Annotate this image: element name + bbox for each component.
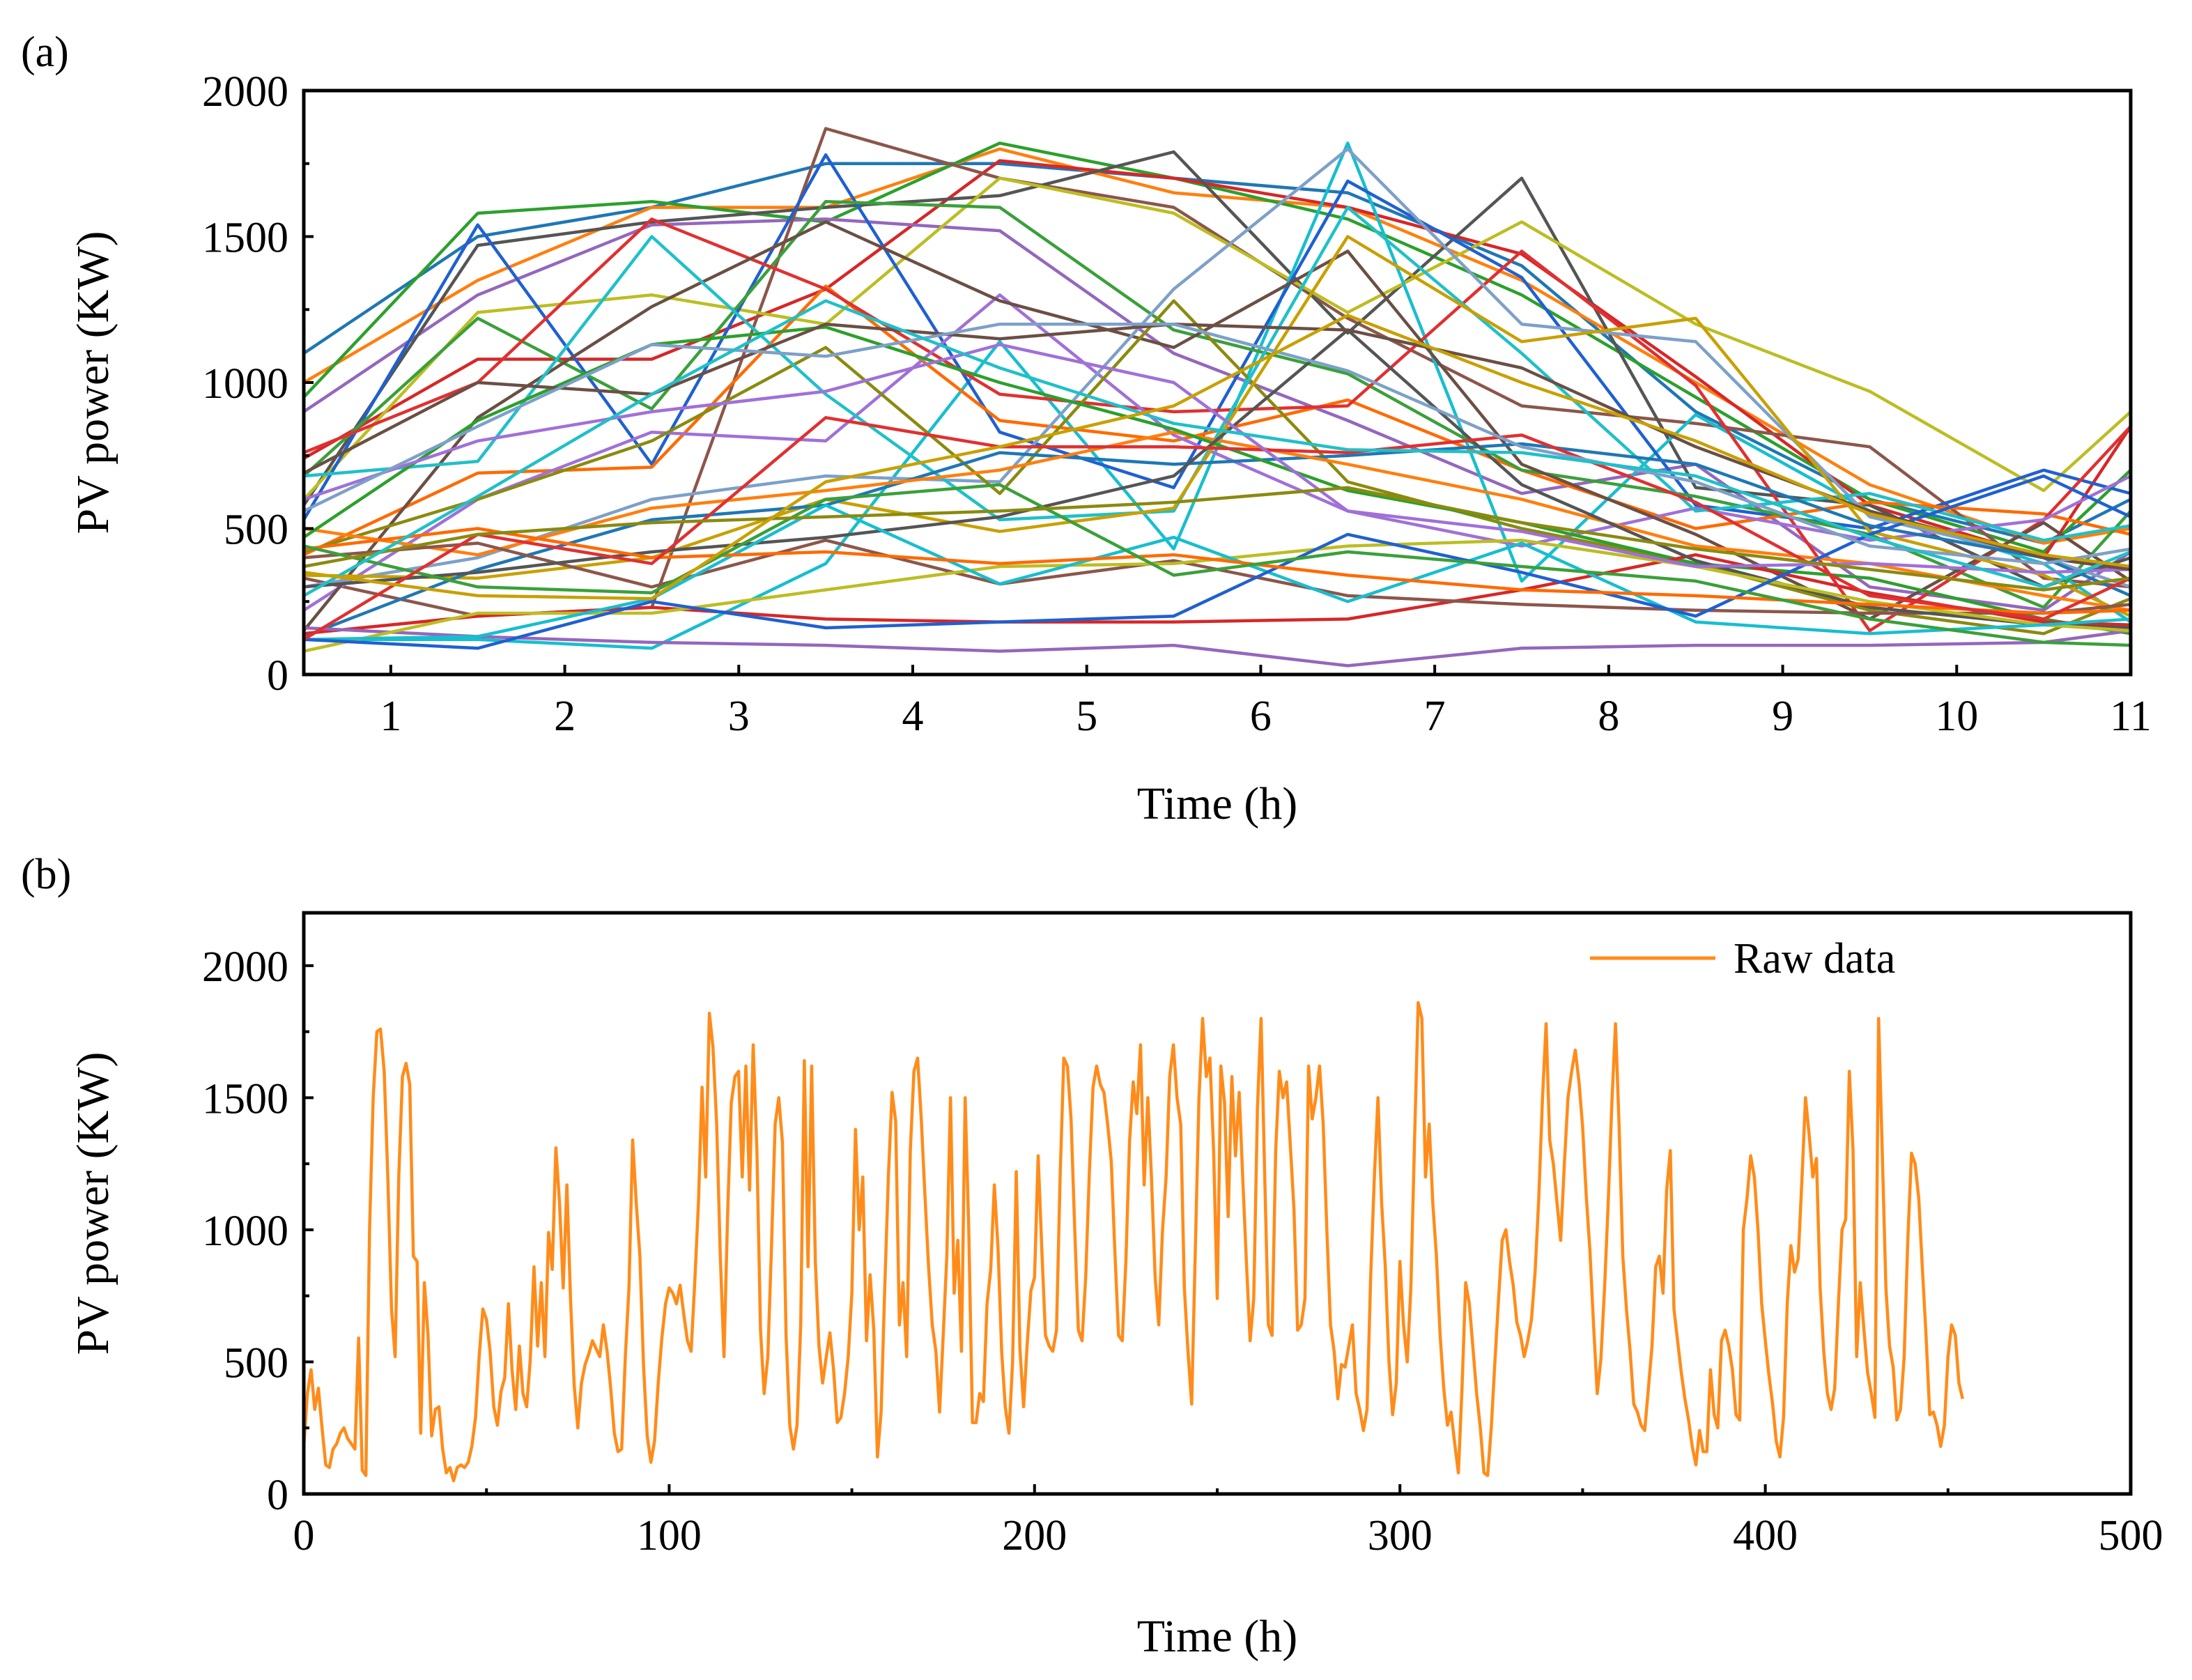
panel-a-ticks: 1 2 3 4 5 6 7 8 9 10 11 0 500 1000 1500 2000 bbox=[202, 68, 2152, 740]
series-line-day24 bbox=[303, 626, 2131, 668]
panel-a-label: (a) bbox=[21, 29, 69, 76]
panel-b-legend: Raw data bbox=[1590, 935, 1895, 982]
series-line-day25 bbox=[303, 539, 2131, 615]
series-line-day19 bbox=[303, 235, 2131, 618]
x-tick-label: 10 bbox=[1935, 693, 1978, 740]
series-line-day38 bbox=[303, 314, 2131, 601]
series-line-day33 bbox=[303, 343, 2131, 574]
series-line-day6 bbox=[303, 127, 2131, 618]
series-line-day35 bbox=[303, 322, 2131, 566]
y-tick-label: 1500 bbox=[202, 1075, 288, 1123]
x-tick-label: 100 bbox=[637, 1512, 702, 1559]
x-tick-label: 200 bbox=[1002, 1512, 1067, 1559]
x-tick-label: 7 bbox=[1424, 693, 1446, 740]
x-tick-label: 5 bbox=[1076, 693, 1097, 740]
panel-a-y-axis-label: PV power (KW) bbox=[68, 231, 118, 534]
x-tick-label: 300 bbox=[1368, 1512, 1433, 1559]
series-line-day28 bbox=[303, 503, 2131, 641]
series-line-day17 bbox=[303, 299, 2131, 635]
series-line-day36 bbox=[303, 486, 2131, 592]
series-line-day29 bbox=[303, 474, 2131, 650]
panel-a: (a) 1 2 3 4 5 6 7 8 9 10 11 0 500 1000 1500 2000 Time (… bbox=[21, 29, 2152, 829]
y-tick-label: 1000 bbox=[202, 1208, 288, 1255]
series-line-raw-data bbox=[302, 1001, 1964, 1483]
series-line-day15 bbox=[302, 220, 2132, 632]
panel-b: (b) 0 100 200 300 400 500 0 500 1000 1500 2000 Raw… bbox=[21, 851, 2163, 1662]
series-line-day11 bbox=[303, 284, 2131, 557]
series-line-day26 bbox=[303, 328, 2131, 630]
panel-b-ticks: 0 100 200 300 400 500 0 500 1000 1500 2000 bbox=[202, 943, 2163, 1559]
panel-a-x-axis-label: Time (h) bbox=[1137, 778, 1297, 829]
series-line-day3 bbox=[302, 141, 2132, 554]
y-tick-label: 0 bbox=[267, 652, 288, 700]
x-tick-label: 8 bbox=[1598, 693, 1619, 740]
series-line-day8 bbox=[302, 176, 2132, 501]
series-line-day31 bbox=[303, 483, 2131, 647]
panel-a-frame bbox=[302, 88, 2133, 677]
series-line-day14 bbox=[302, 293, 2132, 612]
series-line-day37 bbox=[302, 299, 2131, 597]
x-tick-label: 500 bbox=[2099, 1512, 2163, 1559]
panel-b-series-group bbox=[302, 1001, 1964, 1483]
x-tick-label: 3 bbox=[728, 693, 750, 740]
y-tick-label: 2000 bbox=[202, 943, 288, 991]
y-tick-label: 500 bbox=[224, 1339, 288, 1387]
panel-b-frame bbox=[302, 911, 2133, 1496]
x-tick-label: 6 bbox=[1250, 693, 1272, 740]
x-tick-label: 400 bbox=[1733, 1512, 1798, 1559]
panel-a-series-group bbox=[302, 127, 2132, 668]
x-tick-label: 2 bbox=[554, 693, 576, 740]
panel-b-x-axis-label: Time (h) bbox=[1137, 1611, 1297, 1662]
x-tick-label: 0 bbox=[293, 1512, 315, 1559]
x-tick-label: 11 bbox=[2110, 693, 2152, 740]
panel-b-label: (b) bbox=[21, 851, 71, 898]
y-tick-label: 1500 bbox=[202, 215, 288, 262]
series-line-day32 bbox=[302, 416, 2131, 641]
x-tick-label: 4 bbox=[902, 693, 924, 740]
legend-label-raw-data: Raw data bbox=[1734, 935, 1895, 982]
series-line-day5 bbox=[302, 217, 2132, 612]
y-tick-label: 0 bbox=[267, 1472, 288, 1519]
x-tick-label: 9 bbox=[1772, 693, 1793, 740]
panel-b-y-axis-label: PV power (KW) bbox=[68, 1051, 118, 1355]
series-line-day34 bbox=[302, 322, 2131, 571]
y-tick-label: 1000 bbox=[202, 360, 288, 408]
y-tick-label: 500 bbox=[224, 507, 288, 554]
y-tick-label: 2000 bbox=[202, 68, 288, 116]
x-tick-label: 1 bbox=[380, 693, 401, 740]
